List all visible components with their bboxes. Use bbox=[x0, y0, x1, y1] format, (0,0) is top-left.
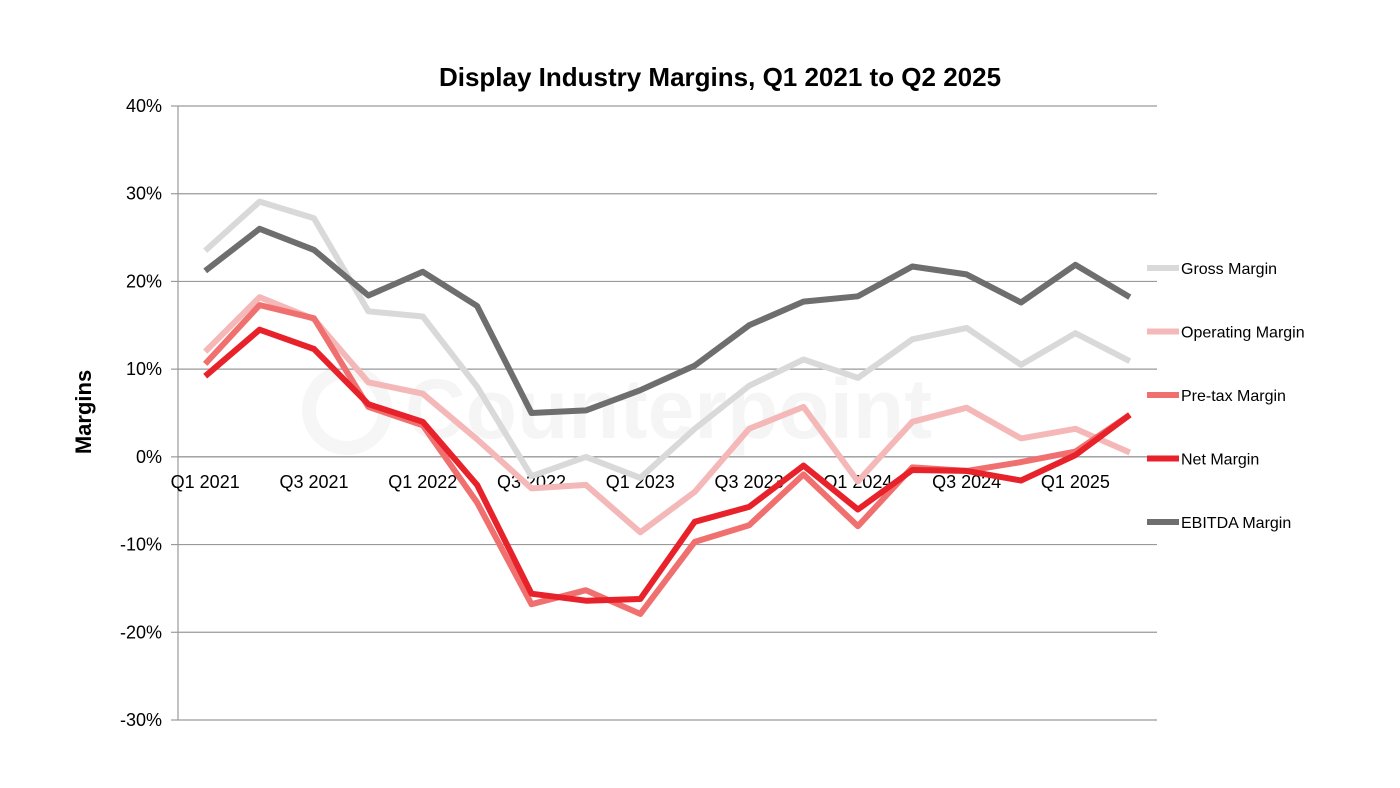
legend: Gross Margin Operating Margin Pre-tax Marg… bbox=[1147, 261, 1305, 532]
legend-label: Net Margin bbox=[1181, 452, 1259, 469]
chart-title: Display Industry Margins, Q1 2021 to Q2 … bbox=[439, 62, 1001, 92]
legend-label: Pre-tax Margin bbox=[1181, 388, 1286, 405]
y-tick-label: 40% bbox=[126, 96, 162, 116]
x-tick-label: Q3 2023 bbox=[715, 472, 784, 492]
y-tick-label: -10% bbox=[120, 535, 162, 555]
x-tick-label: Q1 2021 bbox=[171, 472, 240, 492]
legend-label: EBITDA Margin bbox=[1181, 515, 1291, 532]
x-tick-label: Q1 2022 bbox=[388, 472, 457, 492]
series-lines bbox=[202, 198, 1132, 617]
series-line-net-margin bbox=[203, 326, 1132, 604]
x-tick-label: Q3 2021 bbox=[279, 472, 348, 492]
y-tick-label: -20% bbox=[120, 622, 162, 642]
x-tick-label: Q1 2023 bbox=[606, 472, 675, 492]
y-tick-label: 10% bbox=[126, 359, 162, 379]
y-axis-label: Margins bbox=[71, 370, 96, 454]
series-line-gross-margin bbox=[203, 198, 1132, 481]
y-axis-ticks: 40% 30% 20% 10% 0% -10% -20% -30% bbox=[120, 96, 162, 730]
series-line-ebitda-margin bbox=[203, 225, 1132, 416]
x-tick-label: Q1 2025 bbox=[1041, 472, 1110, 492]
y-tick-label: 0% bbox=[136, 447, 162, 467]
y-tick-label: 30% bbox=[126, 184, 162, 204]
y-tick-label: 20% bbox=[126, 271, 162, 291]
series-line-operating-margin bbox=[203, 294, 1131, 536]
watermark: Counterpoint bbox=[309, 362, 932, 456]
legend-label: Operating Margin bbox=[1181, 325, 1305, 342]
y-tick-label: -30% bbox=[120, 710, 162, 730]
legend-label: Gross Margin bbox=[1181, 261, 1277, 278]
